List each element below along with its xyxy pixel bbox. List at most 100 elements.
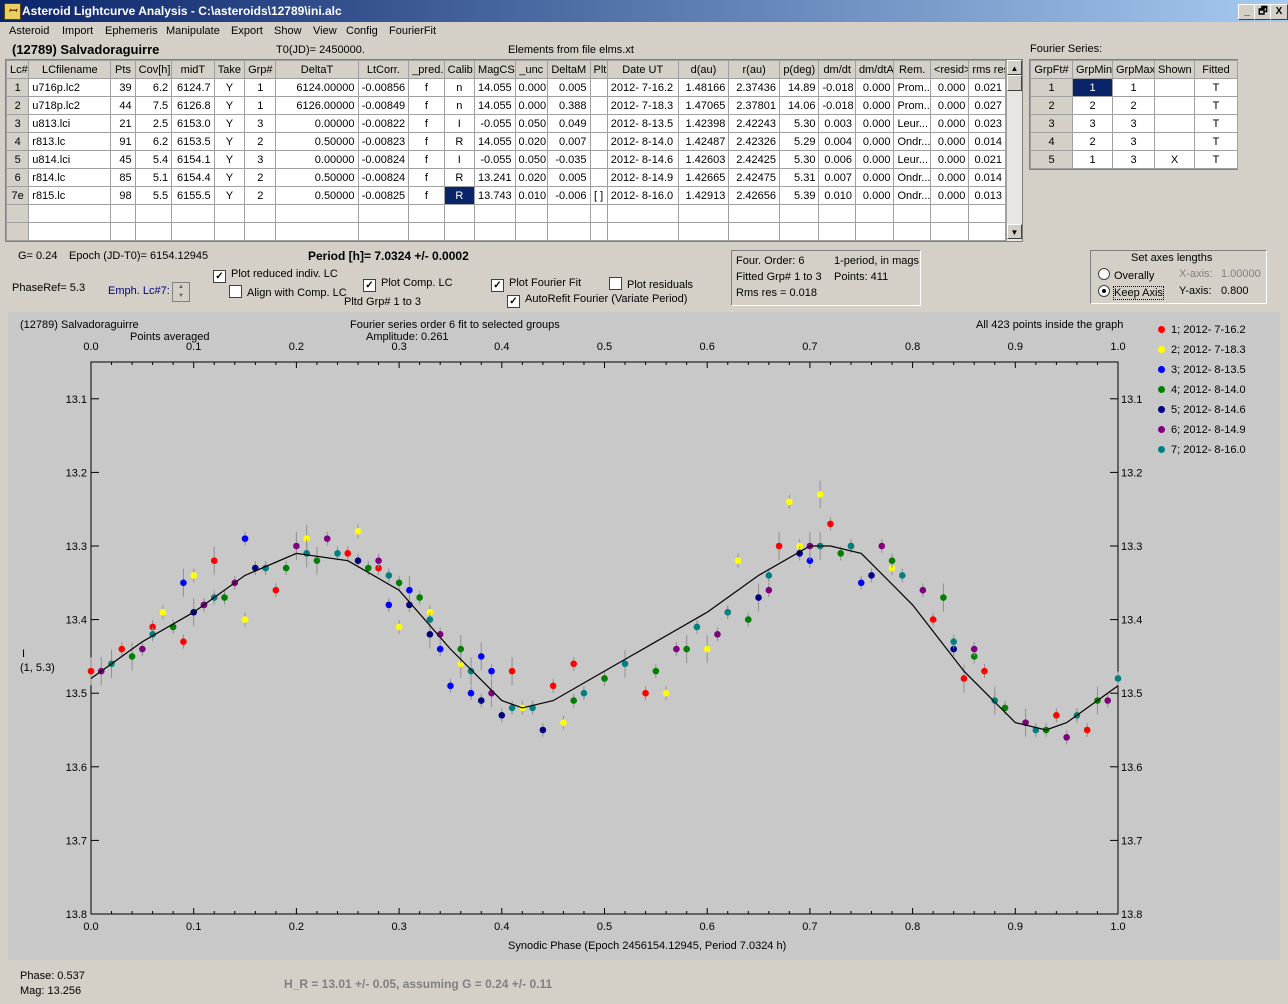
table-cell[interactable]: 5.29	[778, 132, 820, 151]
table-cell[interactable]: 0.000	[854, 168, 895, 187]
table-cell[interactable]: 3	[244, 114, 277, 133]
table-cell[interactable]	[110, 222, 136, 241]
table-cell[interactable]: 0.000	[854, 114, 895, 133]
lightcurve-plot[interactable]: 0.0 0.0 0.1 0.1 0.2 0.2 0.3 0.3 0.4 0.4 0.5 0.5 0.6 0…	[8, 312, 1280, 960]
table-cell[interactable]: Y	[213, 186, 246, 205]
table-cell[interactable]: -0.00824	[357, 150, 410, 169]
table-cell[interactable]: 2	[244, 168, 277, 187]
table-cell[interactable]: 6153.5	[171, 132, 215, 151]
yaxis-value[interactable]: 0.800	[1221, 285, 1249, 297]
table-cell[interactable]: 1.42487	[677, 132, 730, 151]
table-cell[interactable]	[546, 222, 591, 241]
fs-cell[interactable]: X	[1154, 150, 1195, 169]
table-row[interactable]: 5 u814.lci 45 5.4 6154.1 Y 3 0.00000 -0.00824 f I -…	[6, 150, 1006, 169]
xaxis-value[interactable]: 1.00000	[1221, 268, 1261, 280]
plot-comp-checkbox[interactable]: ✓ Plot Comp. LC	[363, 277, 453, 292]
table-cell[interactable]	[929, 204, 970, 223]
table-cell[interactable]: 0.023	[968, 114, 1006, 133]
table-row[interactable]: 1 u716p.lc2 39 6.2 6124.7 Y 1 6124.00000 -0.0085…	[6, 78, 1006, 97]
table-cell[interactable]: 2.42475	[728, 168, 780, 187]
table-cell[interactable]	[134, 204, 173, 223]
fs-row-header[interactable]: 5	[1030, 150, 1073, 169]
table-cell[interactable]	[728, 222, 780, 241]
table-cell[interactable]: 2.42326	[728, 132, 780, 151]
lightcurve-graph[interactable]: (12789) Salvadoraguirre Points averaged …	[8, 312, 1280, 960]
table-cell[interactable]: u814.lci	[28, 150, 112, 169]
table-cell[interactable]: 0.027	[968, 96, 1006, 115]
table-cell[interactable]	[589, 168, 608, 187]
table-cell[interactable]: -0.00825	[357, 186, 410, 205]
table-cell[interactable]: 0.000	[929, 114, 970, 133]
plot-residuals-checkbox[interactable]: Plot residuals	[609, 277, 693, 291]
table-cell[interactable]	[818, 222, 856, 241]
table-cell[interactable]: -0.018	[818, 78, 856, 97]
table-cell[interactable]: 6155.5	[171, 186, 215, 205]
table-cell[interactable]: 2.42425	[728, 150, 780, 169]
table-cell[interactable]: 0.049	[546, 114, 591, 133]
table-cell[interactable]	[929, 222, 970, 241]
table-cell[interactable]	[357, 204, 410, 223]
lc-col-header[interactable]: DeltaM	[546, 60, 591, 79]
table-cell[interactable]	[6, 204, 30, 223]
lc-col-header[interactable]: Grp#	[244, 60, 277, 79]
table-cell[interactable]	[589, 114, 608, 133]
table-cell[interactable]: -0.018	[818, 96, 856, 115]
table-cell[interactable]: 0.00000	[275, 150, 359, 169]
emph-lc-spinner[interactable]: ▲ ▼	[172, 282, 190, 302]
table-cell[interactable]: 0.000	[929, 96, 970, 115]
lc-col-header[interactable]: Take	[213, 60, 246, 79]
table-cell[interactable]: f	[408, 186, 445, 205]
table-cell[interactable]	[28, 222, 112, 241]
table-cell[interactable]: 14.055	[474, 78, 516, 97]
table-cell[interactable]: 0.000	[514, 96, 548, 115]
fs-cell[interactable]: 2	[1072, 96, 1113, 115]
table-cell[interactable]: 2	[244, 132, 277, 151]
table-cell[interactable]	[778, 222, 820, 241]
lc-col-header[interactable]: MagCS	[474, 60, 516, 79]
table-cell[interactable]: R	[443, 168, 476, 187]
table-cell[interactable]: R	[443, 186, 476, 205]
fs-row-header[interactable]: 3	[1030, 114, 1073, 133]
table-cell[interactable]: 5.4	[134, 150, 173, 169]
table-cell[interactable]: 5.30	[778, 150, 820, 169]
table-cell[interactable]	[728, 204, 780, 223]
table-cell[interactable]: Ondr...	[893, 132, 931, 151]
table-cell[interactable]: 14.055	[474, 96, 516, 115]
table-cell[interactable]: 13.241	[474, 168, 516, 187]
table-cell[interactable]	[818, 204, 856, 223]
table-cell[interactable]: 1	[244, 96, 277, 115]
empty-row[interactable]	[6, 222, 1006, 241]
table-cell[interactable]: 14.89	[778, 78, 820, 97]
table-cell[interactable]	[589, 222, 608, 241]
table-cell[interactable]: 0.50000	[275, 168, 359, 187]
fs-col-header[interactable]: GrpMax	[1112, 60, 1155, 79]
table-cell[interactable]: 0.000	[929, 132, 970, 151]
table-row[interactable]: 6 r814.lc 85 5.1 6154.4 Y 2 0.50000 -0.00824 f R 13…	[6, 168, 1006, 187]
table-cell[interactable]: 2012- 7-18.3	[606, 96, 679, 115]
table-cell[interactable]: 85	[110, 168, 136, 187]
table-cell[interactable]	[275, 204, 359, 223]
table-cell[interactable]: r814.lc	[28, 168, 112, 187]
lc-col-header[interactable]: Pts	[110, 60, 136, 79]
table-cell[interactable]: 0.007	[818, 168, 856, 187]
plot-reduced-checkbox[interactable]: ✓ Plot reduced indiv. LC	[213, 268, 338, 283]
table-cell[interactable]	[213, 222, 246, 241]
table-cell[interactable]: 0.000	[929, 78, 970, 97]
row-header[interactable]: 6	[6, 168, 30, 187]
table-cell[interactable]: 1.48166	[677, 78, 730, 97]
table-cell[interactable]: 1.42913	[677, 186, 730, 205]
lc-col-header[interactable]: midT	[171, 60, 215, 79]
lc-col-header[interactable]: Cov[h]	[134, 60, 173, 79]
table-cell[interactable]	[275, 222, 359, 241]
table-cell[interactable]	[213, 204, 246, 223]
menu-export[interactable]: Export	[231, 25, 263, 37]
fs-row-header[interactable]: 2	[1030, 96, 1073, 115]
table-cell[interactable]: 2012- 7-16.2	[606, 78, 679, 97]
fs-col-header[interactable]: Shown	[1154, 60, 1195, 79]
fs-cell[interactable]: 3	[1072, 114, 1113, 133]
fs-col-header[interactable]: Fitted	[1194, 60, 1238, 79]
table-cell[interactable]: 13.743	[474, 186, 516, 205]
